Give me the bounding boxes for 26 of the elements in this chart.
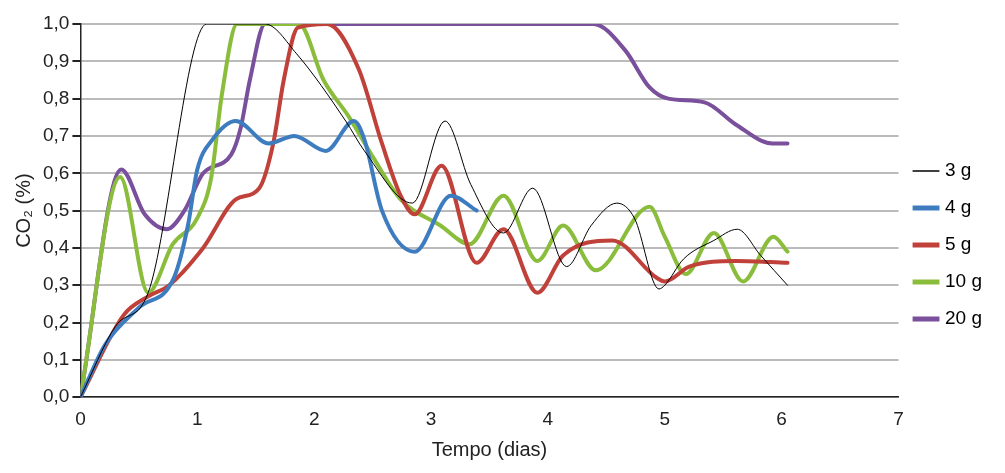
y-tick-label: 0,3 xyxy=(42,273,70,295)
legend-label: 4 g xyxy=(945,196,972,218)
x-tick-label: 3 xyxy=(425,407,437,429)
x-axis-title: Tempo (dias) xyxy=(431,437,548,460)
legend-label: 3 g xyxy=(945,159,972,181)
y-tick-label: 0,1 xyxy=(42,348,70,370)
y-axis-title: CO₂ (%) xyxy=(11,173,34,248)
y-tick-label: 0,7 xyxy=(42,124,70,146)
x-tick-label: 7 xyxy=(893,407,904,429)
x-tick-label: 2 xyxy=(308,407,320,429)
y-tick-label: 0,9 xyxy=(42,49,70,71)
y-tick-label: 0,8 xyxy=(42,86,70,108)
y-tick-label: 0,0 xyxy=(42,385,70,407)
x-tick-label: 1 xyxy=(192,407,203,429)
y-tick-label: 0,5 xyxy=(42,198,70,220)
y-tick-label: 0,4 xyxy=(42,236,70,258)
x-tick-label: 6 xyxy=(776,407,787,429)
legend-label: 20 g xyxy=(945,307,982,329)
legend-label: 10 g xyxy=(945,270,982,292)
x-tick-label: 4 xyxy=(542,407,554,429)
x-tick-label: 0 xyxy=(75,407,86,429)
y-tick-label: 1,0 xyxy=(42,12,70,34)
y-tick-label: 0,2 xyxy=(42,310,70,332)
legend-label: 5 g xyxy=(945,233,972,255)
y-tick-label: 0,6 xyxy=(42,161,70,183)
x-tick-label: 5 xyxy=(659,407,671,429)
